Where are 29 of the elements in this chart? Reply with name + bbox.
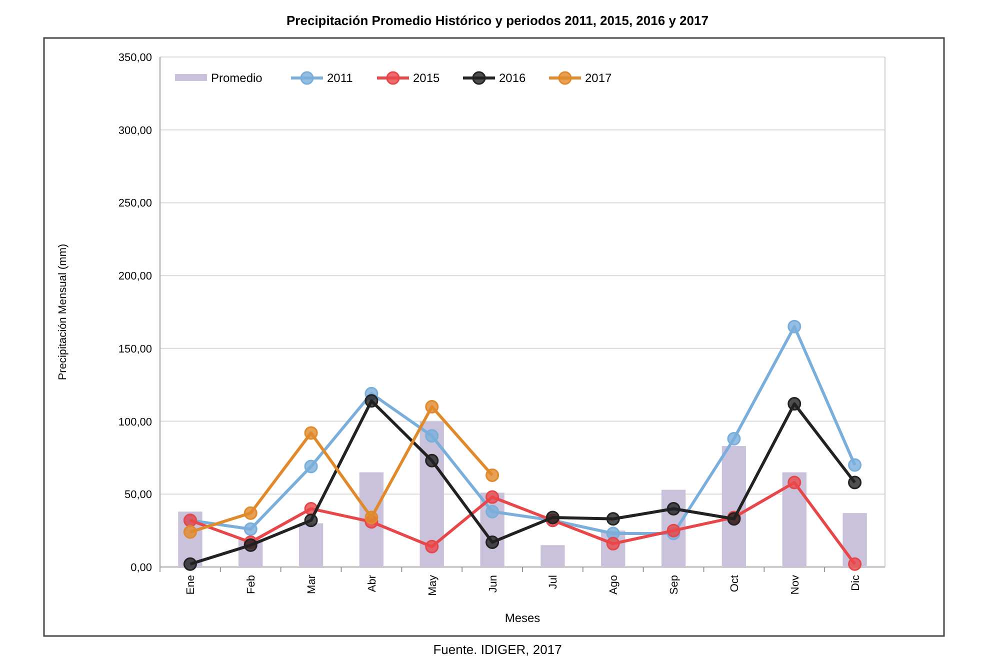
x-tick-label: Jul [548,575,560,590]
y-tick-label: 300,00 [118,124,152,137]
y-tick-label: 0,00 [130,562,152,574]
x-tick-label: Abr [366,574,378,592]
x-tick-label: Mar [306,574,318,594]
y-tick-label: 200,00 [118,270,152,283]
y-axis-title: Precipitación Mensual (mm) [57,244,69,380]
x-tick-label: Jun [487,575,500,593]
x-tick-label: Feb [246,575,258,594]
legend-label: Promedio [211,71,263,85]
y-tick-label: 150,00 [118,343,152,356]
x-tick-label: Dic [850,574,862,591]
y-tick-label: 50,00 [124,489,152,502]
x-tick-label: Nov [789,574,802,595]
legend-label: 2017 [585,71,612,85]
x-axis-title: Meses [504,611,540,625]
x-tick-label: Sep [668,575,681,595]
legend-label: 2011 [327,71,354,85]
source-note: Fuente. IDIGER, 2017 [433,642,562,657]
chart-title: Precipitación Promedio Histórico y periodos 2011, 2015, 2016 y 2017 [286,13,708,28]
y-tick-label: 100,00 [118,416,152,428]
y-tick-label: 350,00 [118,52,152,64]
x-tick-label: May [426,574,439,596]
legend-label: 2016 [499,71,526,85]
x-tick-label: Oct [728,575,741,592]
x-tick-label: Ene [185,575,198,595]
legend-label: 2015 [413,71,440,85]
x-tick-label: Ago [608,575,620,595]
y-tick-label: 250,00 [118,198,152,210]
